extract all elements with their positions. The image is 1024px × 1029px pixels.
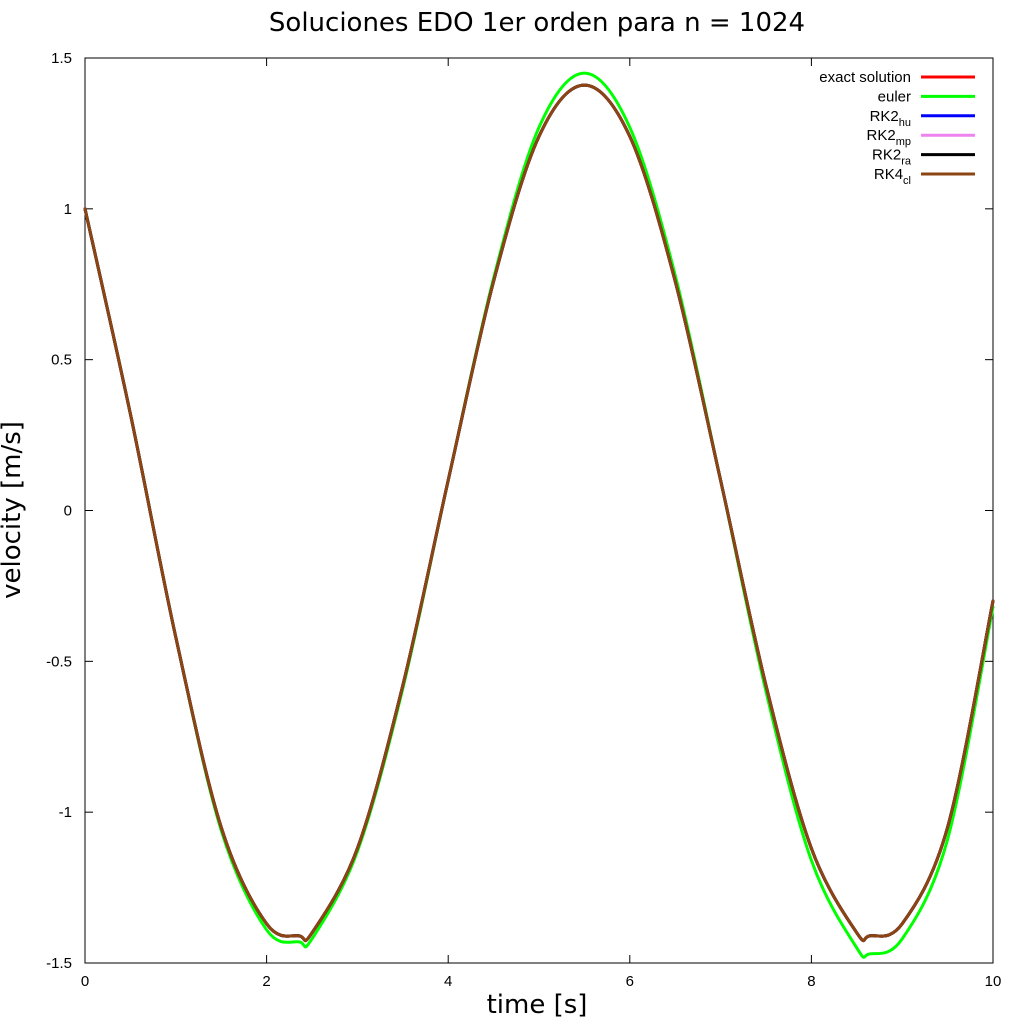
y-tick-label: -1.5 bbox=[46, 955, 72, 972]
x-tick-label: 4 bbox=[444, 973, 452, 990]
y-axis-label: velocity [m/s] bbox=[0, 421, 27, 599]
legend-label-rk2-ra: RK2ra bbox=[872, 147, 912, 168]
x-tick-label: 0 bbox=[81, 973, 89, 990]
x-tick-label: 10 bbox=[985, 973, 1002, 990]
x-tick-label: 8 bbox=[807, 973, 815, 990]
legend-label-euler: euler bbox=[878, 88, 911, 105]
chart-title: Soluciones EDO 1er orden para n = 1024 bbox=[269, 8, 805, 38]
y-tick-label: 0 bbox=[64, 503, 72, 520]
x-tick-label: 2 bbox=[262, 973, 270, 990]
y-tick-label: 1.5 bbox=[51, 50, 72, 67]
y-tick-label: 0.5 bbox=[51, 352, 72, 369]
x-tick-label: 6 bbox=[626, 973, 634, 990]
series-line-rk4-cl bbox=[83, 83, 995, 943]
y-tick-label: -0.5 bbox=[46, 653, 72, 670]
legend-label-rk4-cl: RK4cl bbox=[874, 166, 911, 187]
y-tick-label: -1 bbox=[59, 804, 72, 821]
legend-label-exact-solution: exact solution bbox=[819, 69, 911, 86]
y-tick-label: 1 bbox=[64, 201, 72, 218]
legend-label-rk2-mp: RK2mp bbox=[867, 127, 911, 148]
x-axis-label: time [s] bbox=[487, 990, 588, 1020]
legend-label-rk2-hu: RK2hu bbox=[870, 108, 911, 129]
